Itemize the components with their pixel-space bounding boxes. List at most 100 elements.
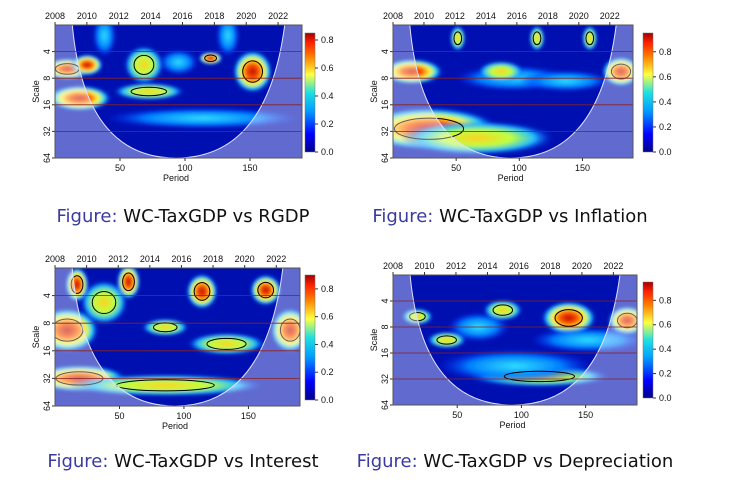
x-tick-label: 150 — [241, 411, 256, 421]
coherence-region — [216, 25, 240, 57]
caption-prefix: Figure: — [47, 451, 114, 472]
colorbar-tick-label: 0.2 — [321, 119, 334, 129]
y-tick-label: 32 — [42, 126, 52, 136]
colorbar — [642, 281, 654, 399]
coherence-region — [427, 331, 467, 349]
y-tick-label: 64 — [42, 401, 52, 411]
cone-boundary — [409, 275, 621, 405]
y-tick-label: 64 — [380, 153, 390, 163]
coherence-region — [541, 301, 597, 335]
coherence-region — [401, 308, 434, 325]
coherence-region — [104, 107, 302, 129]
significance-contour — [492, 304, 514, 316]
significance-contour — [204, 54, 218, 62]
year-tick-label: 2008 — [383, 11, 403, 21]
coherence-region — [124, 45, 164, 85]
y-tick-label: 32 — [380, 374, 390, 384]
caption-prefix: Figure: — [372, 206, 439, 227]
colorbar-tick-label: 0.8 — [321, 35, 334, 45]
coherence-region — [400, 121, 554, 156]
y-tick-label: 16 — [380, 348, 390, 358]
year-tick-label: 2014 — [476, 11, 496, 21]
coherence-region — [232, 50, 273, 93]
y-tick-label: 4 — [42, 49, 52, 54]
coherence-region — [113, 82, 185, 101]
coherence-region — [529, 25, 545, 52]
year-tick-label: 2010 — [414, 261, 434, 271]
significance-contour — [554, 309, 583, 327]
coherence-region — [141, 318, 189, 337]
y-tick-label: 64 — [42, 153, 52, 163]
significance-contour — [279, 318, 300, 342]
y-tick-label: 4 — [380, 298, 390, 303]
coherence-region — [477, 60, 525, 83]
significance-contour — [610, 63, 632, 80]
colorbar-tick-label: 0.2 — [321, 367, 334, 377]
cone-of-influence — [393, 275, 637, 405]
y-axis-label: Scale — [31, 80, 41, 103]
coherence-region — [186, 273, 218, 310]
x-tick-label: 50 — [451, 163, 461, 173]
wavelet-coherence-panel-2: 4 8 16 32 64 50 100 150 Period Scale 2008 2010 2012 2… — [369, 11, 672, 227]
year-tick-label: 2012 — [446, 261, 466, 271]
significance-contour — [436, 335, 457, 345]
coherence-region — [158, 49, 199, 76]
colorbar-tick-label: 0.0 — [659, 393, 672, 403]
colorbar-tick-label: 0.4 — [321, 91, 334, 101]
year-tick-label: 2010 — [77, 254, 97, 264]
caption-prefix: Figure: — [57, 206, 124, 227]
x-axis-label: Period — [162, 421, 188, 431]
colorbar — [642, 32, 654, 153]
year-tick-label: 2010 — [77, 11, 97, 21]
year-tick-label: 2008 — [383, 261, 403, 271]
y-tick-label: 64 — [380, 400, 390, 410]
year-tick-label: 2018 — [203, 254, 223, 264]
x-tick-label: 100 — [514, 410, 529, 420]
colorbar-tick-label: 0.8 — [659, 295, 672, 305]
significance-contour — [70, 275, 84, 294]
caption-text: WC-TaxGDP vs Depreciation — [423, 451, 673, 472]
year-tick-label: 2020 — [572, 261, 592, 271]
coherence-region — [450, 25, 466, 52]
cone-boundary — [409, 25, 617, 158]
coherence-region — [529, 327, 637, 353]
colorbar-tick-label: 0.6 — [321, 312, 334, 322]
y-tick-label: 16 — [380, 100, 390, 110]
x-tick-label: 100 — [512, 163, 527, 173]
coherence-region — [92, 25, 117, 57]
plot-frame — [392, 274, 638, 406]
colorbar-tick-label: 0.2 — [659, 122, 672, 132]
y-tick-label: 4 — [380, 49, 390, 54]
heatmap-area — [55, 25, 302, 158]
coherence-region — [250, 274, 282, 306]
year-tick-label: 2016 — [171, 254, 191, 264]
heatmap-blobs — [401, 299, 637, 387]
year-tick-label: 2020 — [235, 254, 255, 264]
colorbar-tick-label: 0.0 — [321, 147, 334, 157]
x-tick-label: 100 — [176, 411, 191, 421]
wavelet-coherence-panel-3: 4 8 16 32 64 50 100 150 Period Scale 2008 2010 2012 2… — [31, 254, 334, 472]
colorbar-tick-label: 0.4 — [321, 339, 334, 349]
plot-frame — [392, 24, 634, 159]
significance-contour — [257, 281, 275, 299]
colorbar-tick-label: 0.6 — [659, 320, 672, 330]
y-tick-label: 8 — [380, 76, 390, 81]
coherence-region — [582, 25, 598, 52]
colorbar-tick-label: 0.0 — [659, 147, 672, 157]
y-axis-label: Scale — [369, 329, 379, 352]
y-tick-label: 8 — [42, 321, 52, 326]
heatmap-area — [393, 25, 633, 158]
year-tick-label: 2016 — [172, 11, 192, 21]
colorbar-tick-label: 0.4 — [659, 344, 672, 354]
year-tick-label: 2008 — [45, 254, 65, 264]
caption-prefix: Figure: — [357, 451, 424, 472]
colorbar — [304, 274, 316, 401]
year-tick-label: 2018 — [540, 261, 560, 271]
year-tick-label: 2008 — [45, 11, 65, 21]
y-tick-label: 8 — [380, 324, 390, 329]
y-tick-label: 16 — [42, 100, 52, 110]
x-tick-label: 150 — [575, 163, 590, 173]
colorbar-tick-label: 0.0 — [321, 395, 334, 405]
wavelet-coherence-panel-4: 4 8 16 32 64 50 100 150 Period Scale 2008 2010 2012 2… — [357, 261, 674, 472]
colorbar-tick-label: 0.6 — [659, 72, 672, 82]
